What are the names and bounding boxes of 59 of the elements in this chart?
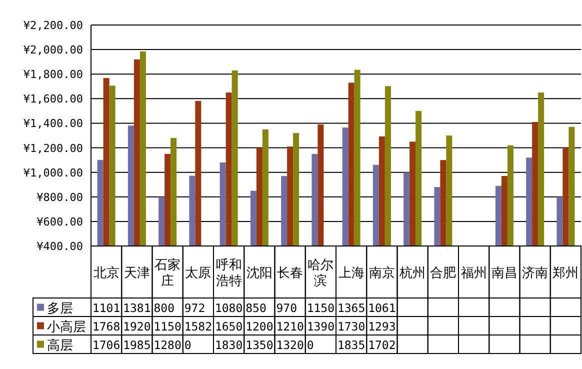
x-tick-label: 呼和浩特 [216,258,242,289]
x-tick-label: 福州 [460,266,487,281]
data-label: 1582 [184,319,212,334]
data-label: 1830 [215,338,243,352]
x-tick-label: 石家庄 [154,257,181,289]
legend-label: 小高层 [47,318,86,335]
y-tick-label: ¥1,200.00 [23,142,83,155]
y-tick-label: ¥2,000.00 [23,44,83,57]
data-label: 1080 [215,300,243,315]
x-tick-label: 南京 [368,266,395,281]
data-label: 1210 [276,319,304,334]
x-tick-label: 太原 [185,266,212,281]
data-label: 1150 [154,319,182,334]
data-label: 1390 [306,319,335,334]
data-label: 1101 [92,300,120,315]
text: 0 [184,338,192,352]
data-label: 1365 [338,300,366,315]
x-tick-label: 天津 [124,266,150,281]
data-label: 1350 [246,338,274,352]
data-label: 1650 [215,319,243,334]
data-label: 1920 [123,319,151,334]
data-label: 1835 [338,338,366,352]
x-tick-label: 郑州 [552,266,579,281]
legend-label: 高层 [47,337,73,354]
data-label: 1293 [368,319,396,334]
data-label: 1200 [246,319,274,334]
data-label: 1985 [123,338,151,352]
data-label: 972 [184,300,206,315]
x-tick-label: 哈尔滨 [308,258,334,289]
x-tick-label: 合肥 [430,266,456,281]
y-tick-label: ¥1,600.00 [23,92,83,106]
data-label: 1061 [368,300,396,315]
data-label: 1702 [368,338,396,352]
data-label: 800 [154,300,175,315]
data-label: 1706 [92,338,120,352]
x-tick-label: 济南 [522,266,548,281]
y-tick-label: ¥1,000.00 [23,166,83,180]
data-label: 1768 [92,319,120,334]
y-tick-label: ¥400.00 [36,240,83,253]
x-tick-label: 沈阳 [246,266,272,281]
text: 0 [306,338,314,352]
y-tick-label: ¥1,800.00 [23,68,83,82]
data-label: 970 [276,300,298,315]
x-tick-label: 杭州 [398,266,426,281]
y-tick-label: ¥800.00 [36,190,83,204]
y-tick-label: ¥2,200.00 [23,19,83,32]
data-label: 1150 [306,300,335,315]
data-label: 1381 [123,300,151,315]
x-tick-label: 上海 [338,266,364,281]
y-tick-label: ¥1,400.00 [23,117,83,130]
x-tick-label: 长春 [277,266,304,281]
data-label: 1280 [154,338,182,352]
data-label: 850 [246,300,266,315]
x-tick-label: 南昌 [491,266,518,281]
data-label: 1320 [276,338,304,352]
y-tick-label: ¥600.00 [36,215,83,228]
legend-label: 多层 [47,301,73,316]
data-label: 1730 [338,319,366,334]
x-tick-label: 北京 [93,266,120,281]
